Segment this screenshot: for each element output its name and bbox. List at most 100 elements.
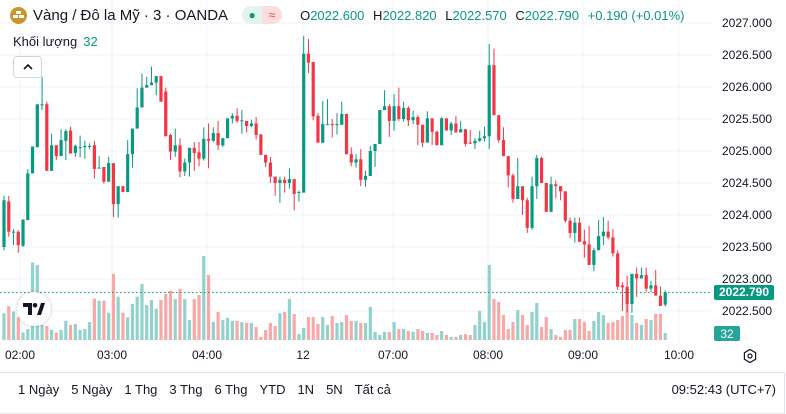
volume-bar <box>311 317 315 340</box>
period-selector: 1 Ngày 5 Ngày 1 Thg 3 Thg 6 Thg YTD 1N 5N Tất cả <box>18 382 403 397</box>
volume-bar <box>45 325 49 340</box>
candle <box>225 118 230 139</box>
time-axis[interactable]: 02:00 03:00 04:00 12 07:00 08:00 09:00 10:00 <box>5 348 694 362</box>
period-button[interactable]: 1 Ngày <box>18 382 60 397</box>
tradingview-logo[interactable] <box>17 292 51 326</box>
volume-bar <box>611 322 615 340</box>
candle-body <box>587 244 591 265</box>
period-button[interactable]: YTD <box>259 382 286 397</box>
volume-bar <box>135 296 139 340</box>
candle <box>392 94 396 131</box>
price-tick-label: 2027.000 <box>722 16 772 30</box>
volume-bar <box>225 317 230 340</box>
candle-body <box>230 115 234 119</box>
period-button[interactable]: Tất cả <box>354 382 391 397</box>
volume-bar <box>83 329 87 340</box>
candle-body <box>354 159 358 163</box>
candle-body <box>49 145 54 171</box>
candle-body <box>173 145 177 152</box>
candle-body <box>478 138 482 141</box>
candle-body <box>316 115 320 143</box>
candle <box>216 120 220 150</box>
period-button[interactable]: 6 Thg <box>214 382 248 397</box>
candle-body <box>302 53 306 193</box>
volume-bar <box>111 273 116 340</box>
symbol-title[interactable]: Vàng / Đô la Mỹ · 3 · OANDA <box>33 6 229 24</box>
clock-timezone[interactable]: 09:52:43 (UTC+7) <box>671 382 776 397</box>
candle <box>102 167 106 184</box>
candle-body <box>254 123 258 135</box>
volume-bar <box>454 336 458 340</box>
close-label: C <box>515 7 525 23</box>
bottom-toolbar: 1 Ngày 5 Ngày 1 Thg 3 Thg 6 Thg YTD 1N 5N Tất cả… <box>0 372 785 414</box>
candle-body <box>620 285 625 288</box>
candle <box>597 220 601 251</box>
volume-bar <box>54 332 58 340</box>
volume-bar <box>387 331 391 340</box>
volume-bar <box>573 318 577 340</box>
collapse-legend-button[interactable] <box>13 56 42 78</box>
volume-legend[interactable]: Khối lượng 32 <box>13 34 98 49</box>
candle-body <box>535 158 539 187</box>
candle-body <box>359 159 363 180</box>
candle-body <box>611 237 615 254</box>
candle-body <box>245 120 249 127</box>
period-button[interactable]: 3 Thg <box>169 382 203 397</box>
candle <box>273 176 277 196</box>
volume-bar <box>373 331 377 340</box>
candle <box>387 104 391 137</box>
candle <box>206 123 211 169</box>
candle-body <box>126 154 130 192</box>
period-button[interactable]: 5N <box>326 382 343 397</box>
candle <box>425 111 429 143</box>
volume-bar <box>506 329 510 340</box>
price-axis[interactable]: 2027.000 2026.500 2026.000 2025.500 2025.000… <box>722 16 772 318</box>
period-button[interactable]: 1N <box>297 382 315 397</box>
time-tick-label: 12 <box>296 348 310 362</box>
candle <box>78 135 82 158</box>
candle-body <box>368 151 372 176</box>
volume-bar <box>397 329 401 340</box>
candle-body <box>111 163 116 205</box>
candle-body <box>397 106 401 119</box>
period-button[interactable]: 5 Ngày <box>71 382 113 397</box>
candle <box>601 216 605 246</box>
candle <box>535 154 539 199</box>
candle <box>568 217 572 239</box>
volume-bar <box>273 325 277 340</box>
volume-bar <box>192 299 196 340</box>
candle-body <box>482 136 487 139</box>
axis-settings-button[interactable] <box>742 348 758 364</box>
candle <box>658 286 663 306</box>
volume-bar <box>392 322 396 340</box>
volume-bar <box>368 306 372 340</box>
volume-bar <box>511 322 515 340</box>
candle <box>335 113 339 135</box>
market-status-pill[interactable]: ● ≈ <box>242 6 283 24</box>
price-tick-label: 2024.500 <box>722 176 772 190</box>
volume-bar <box>606 322 610 340</box>
candle-body <box>21 219 25 246</box>
volume-bar <box>468 334 472 340</box>
period-button[interactable]: 1 Thg <box>124 382 158 397</box>
gear-icon <box>743 348 757 364</box>
price-tick-label: 2026.000 <box>722 80 772 94</box>
dot-icon: ● <box>242 6 263 24</box>
candle <box>592 247 596 272</box>
candle <box>316 113 320 143</box>
volume-bar <box>416 329 420 340</box>
volume-bar <box>558 336 563 340</box>
volume-bar <box>354 320 358 340</box>
low-label: L <box>445 7 453 23</box>
volume-bar <box>149 299 154 340</box>
volume-bar <box>463 334 468 340</box>
candle <box>168 133 173 160</box>
candle <box>401 101 406 122</box>
candle <box>73 144 77 157</box>
candle-body <box>149 82 154 86</box>
ohlc-values: O2022.600 H2022.820 L2022.570 C2022.790 … <box>300 8 689 23</box>
high-value: 2022.820 <box>382 7 437 23</box>
candlestick-chart[interactable]: 2027.000 2026.500 2026.000 2025.500 2025.000… <box>0 0 786 372</box>
candle-body <box>463 129 468 144</box>
volume-bar <box>230 320 234 340</box>
